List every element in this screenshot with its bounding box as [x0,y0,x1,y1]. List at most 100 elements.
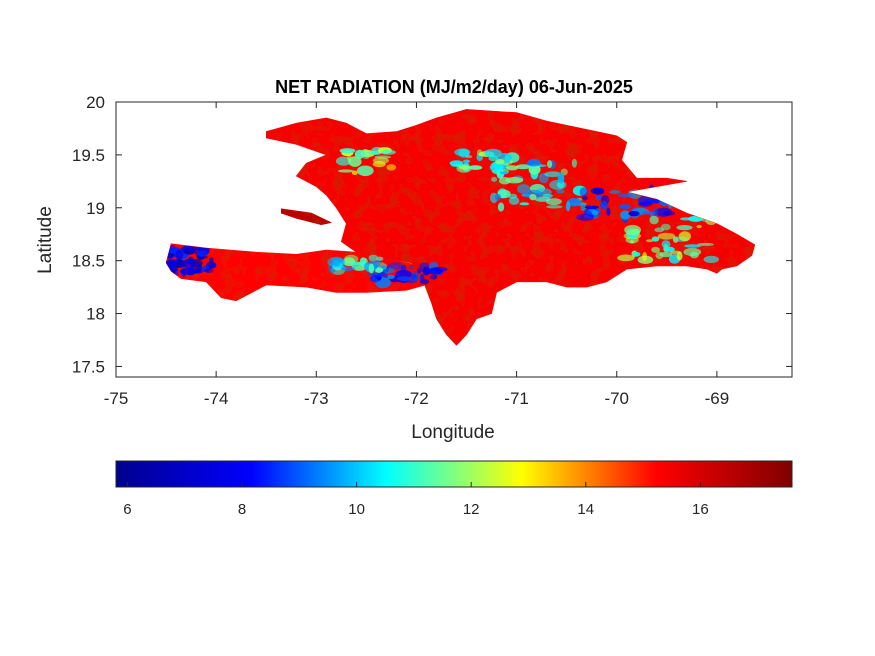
radiation-patch [488,155,498,162]
radiation-patch [515,164,531,170]
x-tick-label: -75 [104,389,129,408]
radiation-patch [368,263,375,274]
radiation-patch [203,268,214,274]
x-axis-label: Longitude [411,422,494,443]
radiation-patch [166,258,177,270]
radiation-patch [526,162,540,167]
radiation-patch [618,204,631,209]
radiation-patch [401,264,407,272]
radiation-patch [663,211,675,216]
radiation-patch [668,198,673,209]
radiation-patch [703,255,719,263]
radiation-patch [672,236,679,243]
radiation-patch [368,254,379,262]
radiation-patch [683,247,702,257]
radiation-patch [595,195,603,200]
radiation-patch [628,211,640,217]
radiation-patch [386,274,395,279]
x-axis: -75 -74 -73 -72 -71 -70 -69 [104,102,729,408]
radiation-patch [599,201,609,210]
y-axis: 17.5 18 18.5 19 19.5 20 [72,93,792,376]
colorbar-tick-label: 10 [348,501,365,518]
radiation-patch [651,246,660,253]
radiation-patch [590,187,601,194]
radiation-patch [459,165,470,170]
colorbar-tick-label: 12 [463,501,480,518]
radiation-patch [591,210,599,216]
radiation-patch [676,251,683,261]
radiation-patch [495,159,505,165]
radiation-patch [582,195,588,201]
radiation-patch [579,187,588,197]
radiation-patch [638,201,653,207]
radiation-patch [624,224,641,235]
plot-area [165,109,756,346]
radiation-patch [617,254,635,262]
radiation-patch [660,189,666,197]
radiation-patch [546,205,563,209]
radiation-patch [529,193,537,201]
radiation-patch [348,261,362,266]
radiation-patch [508,196,520,205]
radiation-patch [497,189,511,199]
map-cool-anomalies [166,146,719,289]
radiation-patch [549,179,567,190]
radiation-patch [338,169,354,173]
radiation-patch [664,193,677,203]
radiation-patch [331,258,345,262]
radiation-patch [557,172,565,184]
y-tick-label: 19.5 [72,146,105,165]
radiation-patch [386,164,397,171]
radiation-patch [381,149,396,155]
radiation-patch [580,204,587,212]
radiation-patch [617,193,633,198]
radiation-patch [609,190,621,194]
radiation-patch [649,184,655,194]
radiation-patch [505,165,519,171]
radiation-patch [528,164,541,175]
radiation-patch [576,213,594,221]
radiation-patch [344,254,359,264]
radiation-patch [354,149,365,159]
radiation-patch [664,246,675,252]
colorbar-tick-label: 6 [123,501,131,518]
radiation-patch [680,217,692,221]
radiation-patch [660,223,671,231]
radiation-patch [348,156,362,167]
radiation-patch [667,186,672,196]
radiation-patch [351,170,358,175]
radiation-patch [341,266,356,271]
radiation-patch [417,268,422,274]
radiation-patch [652,207,658,217]
radiation-patch [420,274,425,281]
radiation-patch [465,155,473,159]
radiation-patch [491,176,498,182]
colorbar-tick-label: 8 [238,501,246,518]
radiation-patch [454,148,471,157]
radiation-patch [642,251,647,262]
radiation-patch [641,211,656,215]
colorbar-ticks: 6 8 10 12 14 16 [123,482,709,518]
radiation-patch [661,240,671,249]
radiation-patch [649,215,659,225]
x-tick-label: -71 [504,389,529,408]
radiation-patch [648,190,655,197]
colorbar-tick-label: 16 [692,501,709,518]
radiation-patch [182,258,195,269]
radiation-patch [651,236,660,242]
radiation-patch [697,242,714,246]
radiation-patch [606,207,611,216]
radiation-patch [327,256,345,268]
y-axis-label: Latitude [35,206,56,274]
radiation-patch [620,210,631,220]
radiation-patch [497,202,505,212]
radiation-patch [494,193,502,201]
colorbar-tick-label: 14 [577,501,594,518]
radiation-patch [499,171,509,175]
radiation-patch [195,265,203,273]
radiation-patch [519,202,530,206]
radiation-patch [662,190,680,199]
colorbar: 6 8 10 12 14 16 [115,460,793,518]
radiation-patch [374,267,384,273]
